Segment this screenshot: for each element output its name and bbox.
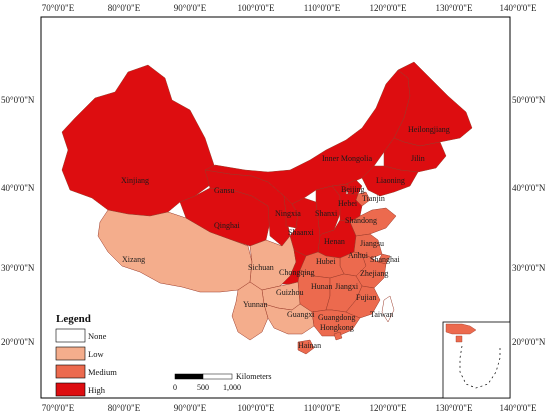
inset-map bbox=[442, 321, 511, 399]
legend-label: None bbox=[88, 331, 107, 341]
province-label: Hunan bbox=[311, 282, 332, 291]
province-shapes bbox=[61, 61, 473, 355]
province-shape-zhejiang bbox=[355, 253, 387, 289]
province-label: Jiangsu bbox=[360, 239, 384, 248]
legend-label: Medium bbox=[88, 367, 117, 377]
province-labels: Heilongjiang Jilin Liaoning Inner Mongol… bbox=[121, 125, 450, 350]
top-tick-label: 120°0'0"E bbox=[370, 3, 407, 13]
top-tick-label: 130°0'0"E bbox=[436, 3, 473, 13]
inset-coast-shape bbox=[445, 323, 477, 335]
right-tick-label: 50°0'0"N bbox=[512, 95, 546, 105]
province-label: Hubei bbox=[316, 257, 336, 266]
top-tick-label: 110°0'0"E bbox=[304, 3, 341, 13]
province-label: Guizhou bbox=[276, 288, 304, 297]
left-tick-label: 30°0'0"N bbox=[1, 263, 35, 273]
legend: Legend None Low Medium High bbox=[55, 313, 117, 397]
inset-map-frame bbox=[442, 321, 511, 399]
province-label: Zhejiang bbox=[360, 269, 388, 278]
province-label: Hainan bbox=[298, 341, 321, 350]
bottom-tick-label: 80°0'0"E bbox=[108, 403, 141, 413]
right-tick-label: 30°0'0"N bbox=[512, 263, 546, 273]
province-label: Shaanxi bbox=[288, 228, 315, 237]
legend-swatch-high bbox=[55, 382, 86, 397]
province-label: Shanghai bbox=[370, 255, 401, 264]
scale-bar-segment-white bbox=[202, 373, 233, 380]
top-tick-label: 140°0'0"E bbox=[500, 3, 537, 13]
top-tick-label: 100°0'0"E bbox=[238, 3, 275, 13]
province-label: Chongqing bbox=[279, 268, 315, 277]
bottom-tick-label: 100°0'0"E bbox=[238, 403, 275, 413]
province-shape-guangdong bbox=[311, 309, 361, 337]
province-label: Sichuan bbox=[248, 263, 274, 272]
province-label: Ningxia bbox=[275, 209, 301, 218]
province-label: Xinjiang bbox=[121, 176, 149, 185]
axis-labels-top: 70°0'0"E 80°0'0"E 90°0'0"E 100°0'0"E 110… bbox=[42, 3, 537, 13]
legend-title: Legend bbox=[56, 313, 91, 325]
province-label: Beijing bbox=[341, 185, 365, 194]
scale-bar-unit: Kilometers bbox=[236, 372, 272, 381]
province-label: Henan bbox=[324, 237, 345, 246]
province-label: Qinghai bbox=[214, 221, 241, 230]
province-label: Shandong bbox=[345, 216, 377, 225]
bottom-tick-label: 130°0'0"E bbox=[436, 403, 473, 413]
province-label: Guangdong bbox=[318, 313, 355, 322]
province-label: Jiangxi bbox=[335, 282, 359, 291]
top-tick-label: 90°0'0"E bbox=[174, 3, 207, 13]
scale-bar-segment-black bbox=[174, 373, 204, 380]
legend-label: Low bbox=[88, 349, 104, 359]
province-label: Heilongjiang bbox=[408, 125, 450, 134]
province-shape-liaoning bbox=[361, 165, 419, 197]
bottom-tick-label: 120°0'0"E bbox=[370, 403, 407, 413]
bottom-tick-label: 70°0'0"E bbox=[42, 403, 75, 413]
top-tick-label: 80°0'0"E bbox=[108, 3, 141, 13]
province-label: Fujian bbox=[356, 293, 376, 302]
province-label: Gansu bbox=[214, 186, 234, 195]
province-label: Inner Mongolia bbox=[322, 154, 372, 163]
legend-label: High bbox=[88, 385, 106, 395]
bottom-tick-label: 90°0'0"E bbox=[174, 403, 207, 413]
inset-dashed-boundary bbox=[459, 345, 501, 389]
province-label: Guangxi bbox=[287, 310, 315, 319]
axis-labels-left: 50°0'0"N 40°0'0"N 30°0'0"N 20°0'0"N bbox=[1, 95, 35, 347]
province-shape-jilin bbox=[383, 137, 447, 173]
axis-labels-bottom: 70°0'0"E 80°0'0"E 90°0'0"E 100°0'0"E 110… bbox=[42, 403, 537, 413]
scale-bar-tick: 500 bbox=[197, 383, 209, 392]
scale-bar-tick: 0 bbox=[173, 383, 177, 392]
province-shape-beijing bbox=[345, 179, 363, 195]
inset-island-shape bbox=[455, 335, 463, 343]
province-label: Tianjin bbox=[362, 194, 385, 203]
bottom-tick-label: 110°0'0"E bbox=[304, 403, 341, 413]
province-shape-hebei bbox=[331, 183, 363, 223]
province-shape-yunnan bbox=[231, 281, 269, 341]
right-tick-label: 20°0'0"N bbox=[512, 337, 546, 347]
province-label: Xizang bbox=[122, 255, 145, 264]
scale-bar: Kilometers 0 500 1,000 bbox=[173, 372, 272, 392]
left-tick-label: 50°0'0"N bbox=[1, 95, 35, 105]
axis-labels-right: 50°0'0"N 40°0'0"N 30°0'0"N 20°0'0"N bbox=[512, 95, 546, 347]
top-tick-label: 70°0'0"E bbox=[42, 3, 75, 13]
province-label: Jilin bbox=[411, 154, 425, 163]
province-label: Hongkong bbox=[320, 323, 354, 332]
scale-bar-tick: 1,000 bbox=[223, 383, 241, 392]
province-label: Shanxi bbox=[315, 209, 338, 218]
province-label: Taiwan bbox=[370, 310, 393, 319]
province-label: Hebei bbox=[338, 199, 358, 208]
left-tick-label: 20°0'0"N bbox=[1, 337, 35, 347]
province-shape-hainan bbox=[297, 339, 315, 355]
province-shape-hongkong bbox=[333, 331, 343, 341]
province-label: Yunnan bbox=[243, 300, 267, 309]
bottom-tick-label: 140°0'0"E bbox=[500, 403, 537, 413]
legend-swatch-medium bbox=[55, 364, 86, 379]
legend-swatch-low bbox=[55, 346, 86, 361]
province-shape-taiwan bbox=[381, 295, 395, 323]
province-label: Anhui bbox=[348, 251, 369, 260]
legend-swatch-none bbox=[55, 328, 86, 343]
left-tick-label: 40°0'0"N bbox=[1, 183, 35, 193]
province-label: Liaoning bbox=[376, 176, 405, 185]
right-tick-label: 40°0'0"N bbox=[512, 183, 546, 193]
